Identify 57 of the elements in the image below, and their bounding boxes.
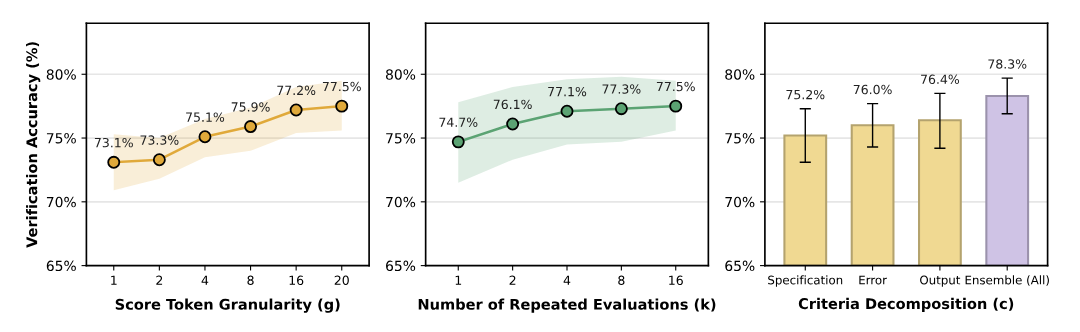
y-tick-label: 65% <box>46 260 76 272</box>
y-tick-label: 80% <box>386 69 416 80</box>
point <box>614 102 628 116</box>
point <box>289 103 303 117</box>
data-label: 77.5% <box>656 81 695 92</box>
data-label: 75.1% <box>186 112 225 122</box>
x-tick-label: Ensemble (All) <box>965 275 1049 286</box>
x-tick-label: 8 <box>247 275 254 285</box>
data-label: 73.1% <box>94 137 133 148</box>
x-tick-label: Error <box>859 275 887 285</box>
x-tick-label: 2 <box>509 275 516 285</box>
x-tick-label: 2 <box>156 275 163 285</box>
data-label: 75.9% <box>231 102 270 112</box>
x-tick-label: 16 <box>289 275 304 285</box>
y-tick-label: 65% <box>725 260 755 272</box>
x-tick-label: 8 <box>618 275 625 285</box>
point <box>335 99 349 113</box>
point <box>107 155 121 169</box>
y-tick-label: 65% <box>386 260 416 272</box>
data-label: 74.7% <box>439 117 478 127</box>
point <box>506 117 520 131</box>
point <box>669 99 683 113</box>
point <box>451 135 465 149</box>
data-label: 76.0% <box>853 84 892 95</box>
data-label: 76.1% <box>493 99 532 110</box>
x-tick-label: 4 <box>201 275 209 285</box>
y-tick-label: 70% <box>46 196 76 208</box>
y-tick-label: 75% <box>386 133 416 144</box>
point <box>152 153 166 167</box>
point <box>244 120 258 134</box>
data-label: 77.5% <box>322 81 361 92</box>
data-label: 78.3% <box>988 59 1027 69</box>
x-tick-label: 1 <box>111 275 117 285</box>
y-axis-title: Verification Accuracy (%) <box>26 42 41 248</box>
data-label: 77.3% <box>602 84 641 94</box>
x-tick-label: 16 <box>669 275 683 285</box>
x-tick-label: Output <box>920 275 961 287</box>
data-label: 77.1% <box>548 86 587 97</box>
y-tick-label: 80% <box>725 69 755 80</box>
x-tick-label: 1 <box>455 275 462 285</box>
y-tick-label: 80% <box>46 69 76 80</box>
y-tick-label: 75% <box>725 133 755 144</box>
x-tick-label: 20 <box>334 275 349 285</box>
x-axis-title: Criteria Decomposition (c) <box>798 297 1014 312</box>
x-axis-title: Score Token Granularity (g) <box>115 298 340 313</box>
point <box>560 104 574 118</box>
x-axis-title: Number of Repeated Evaluations (k) <box>418 298 716 313</box>
x-tick-label: Specification <box>768 275 843 287</box>
y-tick-label: 75% <box>46 133 76 144</box>
point <box>198 130 212 144</box>
y-tick-label: 70% <box>386 196 416 208</box>
data-label: 75.2% <box>786 89 825 100</box>
x-tick-label: 4 <box>563 275 571 285</box>
y-tick-label: 70% <box>725 196 755 208</box>
data-label: 76.4% <box>921 74 960 85</box>
data-label: 77.2% <box>277 85 316 96</box>
data-label: 73.3% <box>140 135 179 145</box>
